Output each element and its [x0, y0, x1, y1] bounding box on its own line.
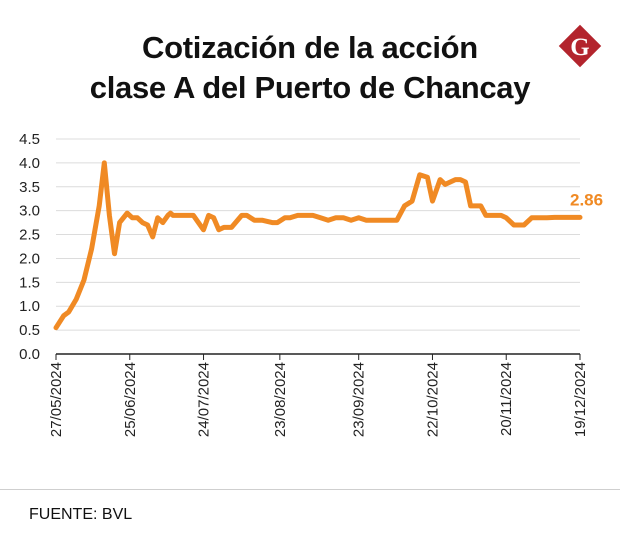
chart-title: Cotización de la acción clase A del Puer…: [0, 28, 620, 108]
x-tick-label: 19/12/2024: [572, 362, 589, 437]
y-tick-label: 3.0: [19, 203, 40, 220]
source-label: FUENTE: BVL: [29, 506, 133, 523]
y-tick-label: 3.5: [19, 179, 40, 196]
y-tick-label: 4.0: [19, 155, 40, 172]
y-tick-label: 1.0: [19, 298, 40, 315]
x-tick-label: 24/07/2024: [196, 362, 213, 437]
x-tick-label: 23/08/2024: [272, 362, 289, 437]
x-tick-label: 25/06/2024: [122, 362, 139, 437]
y-tick-label: 2.0: [19, 250, 40, 267]
line-chart: 0.0 0.5 1.0 1.5 2.0 2.5 3.0 3.5 4.0 4.5 27/05/202…: [19, 131, 603, 437]
y-tick-label: 4.5: [19, 131, 40, 148]
x-tick-label: 20/11/2024: [498, 362, 515, 436]
x-tick-label: 27/05/2024: [48, 362, 65, 437]
y-tick-label: 0.0: [19, 346, 40, 363]
brand-logo-icon: G: [558, 24, 602, 68]
y-tick-label: 0.5: [19, 322, 40, 339]
y-tick-label: 2.5: [19, 227, 40, 244]
x-tick-labels: 27/05/2024 25/06/2024 24/07/2024 23/08/2024…: [48, 354, 589, 437]
logo-letter: G: [570, 34, 589, 61]
x-tick-label: 22/10/2024: [424, 362, 441, 437]
title-line-1: Cotización de la acción: [142, 30, 478, 65]
y-tick-label: 1.5: [19, 274, 40, 291]
y-tick-labels: 0.0 0.5 1.0 1.5 2.0 2.5 3.0 3.5 4.0 4.5: [19, 131, 40, 363]
title-line-2: clase A del Puerto de Chancay: [89, 70, 531, 105]
footer-divider: [0, 489, 620, 490]
x-tick-label: 23/09/2024: [351, 362, 368, 437]
grid-lines: [56, 138, 580, 355]
last-value-label: 2.86: [570, 190, 603, 209]
price-series-line: [53, 160, 583, 331]
